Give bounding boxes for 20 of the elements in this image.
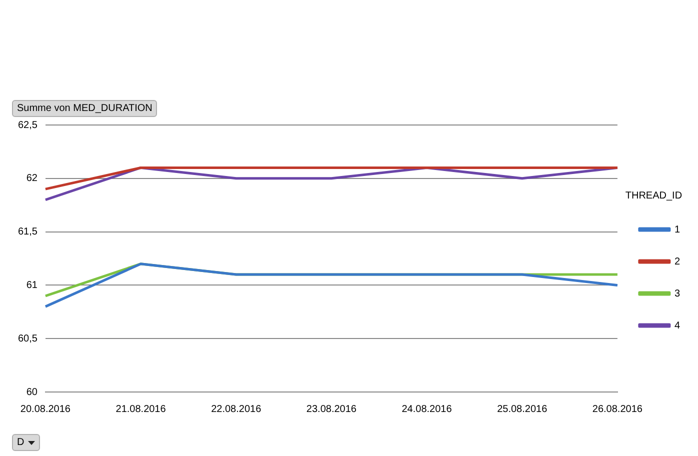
x-tick-label: 21.08.2016: [116, 404, 166, 415]
y-tick-label: 62: [26, 173, 38, 184]
y-tick-label: 60,5: [18, 333, 38, 344]
legend-label: 1: [674, 224, 680, 236]
x-tick-label: 23.08.2016: [306, 404, 357, 415]
x-axis-title: D: [17, 437, 24, 448]
y-tick-label: 61,5: [18, 226, 38, 238]
x-tick-label: 24.08.2016: [402, 404, 452, 415]
x-tick-label: 22.08.2016: [211, 404, 262, 415]
x-tick-label: 26.08.2016: [592, 404, 643, 415]
legend-title: THREAD_ID: [625, 190, 682, 202]
y-tick-label: 61: [26, 280, 38, 291]
y-axis-title: Summe von MED_DURATION: [12, 100, 158, 117]
y-tick-label: 60: [26, 386, 38, 398]
legend-label: 4: [674, 320, 680, 332]
legend-label: 3: [674, 288, 680, 300]
legend-label: 2: [674, 256, 680, 268]
x-tick-label: 25.08.2016: [497, 404, 548, 415]
y-tick-label: 62,5: [18, 120, 38, 131]
x-tick-label: 20.08.2016: [20, 404, 71, 415]
